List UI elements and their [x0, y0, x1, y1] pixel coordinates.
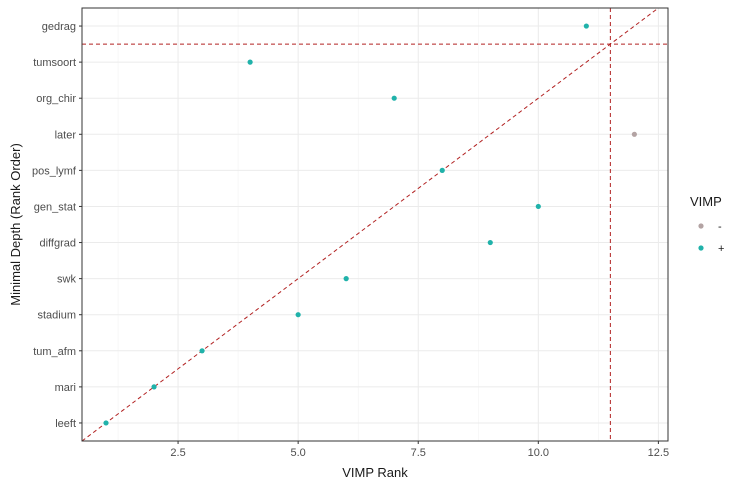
legend-label-positive: + [718, 243, 724, 255]
panel-border [81, 7, 669, 442]
data-point-tum_afm [199, 348, 205, 354]
reference-lines [81, 7, 668, 442]
x-tick-label: 12.5 [648, 447, 669, 459]
data-point-diffgrad [487, 239, 493, 246]
data-point-later [631, 131, 637, 137]
x-axis-ticks: 2.5 5.0 7.5 10.0 12.5 [170, 441, 669, 459]
legend-label-negative: - [718, 221, 722, 233]
x-tick-label: 2.5 [170, 447, 185, 459]
y-tick-label-tumsoort: tumsoort [33, 57, 76, 69]
legend-key-negative [698, 223, 704, 229]
diagonal-reference-line [81, 7, 659, 442]
grid-layer [82, 8, 668, 441]
data-points [103, 23, 637, 426]
data-point-swk [343, 276, 349, 282]
legend: VIMP - + [690, 194, 724, 255]
y-tick-label-org_chir: org_chir [36, 93, 76, 105]
x-tick-label: 5.0 [290, 447, 305, 459]
data-point-gen_stat [535, 203, 541, 210]
y-tick-label-pos_lymf: pos_lymf [32, 165, 77, 177]
legend-title: VIMP [690, 194, 722, 209]
y-axis-title: Minimal Depth (Rank Order) [8, 143, 23, 306]
data-point-tumsoort [247, 59, 253, 65]
data-point-stadium [295, 312, 301, 318]
x-tick-label: 7.5 [411, 447, 426, 459]
legend-key-positive [698, 245, 704, 251]
data-point-org_chir [391, 95, 397, 101]
data-point-gedrag [583, 23, 589, 29]
y-tick-label-diffgrad: diffgrad [40, 238, 77, 250]
data-point-mari [151, 384, 157, 390]
y-tick-label-tum_afm: tum_afm [33, 346, 76, 358]
y-tick-label-swk: swk [57, 274, 76, 286]
x-axis-title: VIMP Rank [342, 465, 408, 480]
y-tick-label-leeft: leeft [55, 418, 76, 430]
y-tick-label-stadium: stadium [37, 310, 76, 322]
y-tick-label-gen_stat: gen_stat [34, 201, 76, 213]
y-tick-label-later: later [55, 129, 77, 141]
data-point-pos_lymf [439, 167, 445, 173]
y-tick-label-gedrag: gedrag [42, 21, 76, 33]
x-tick-label: 10.0 [528, 447, 549, 459]
y-tick-label-mari: mari [55, 382, 76, 394]
y-axis-ticks: leeft mari tum_afm stadium swk diffgrad gen_st… [32, 21, 82, 430]
data-point-leeft [103, 420, 109, 426]
